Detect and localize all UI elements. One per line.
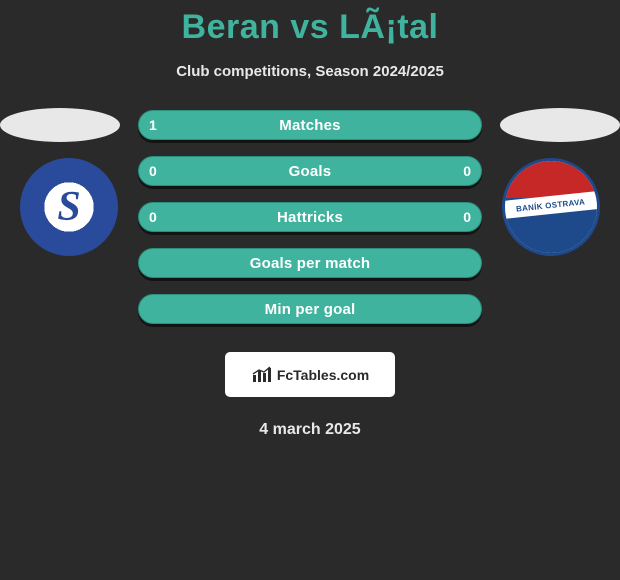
stat-left-value: 0 [149,163,157,179]
stat-label: Goals per match [250,255,371,272]
stat-left-value: 0 [149,209,157,225]
bar-chart-icon [251,366,273,384]
brand-text: FcTables.com [277,367,369,383]
stat-label: Min per goal [265,301,356,318]
slovacko-crest-icon: S [20,158,118,256]
banik-crest-icon: BANÍK OSTRAVA [502,158,600,256]
stat-bar-min-per-goal: Min per goal [138,294,482,324]
stat-label: Goals [289,163,332,180]
player-ellipse-right [500,108,620,142]
stat-bar-hattricks: 0 Hattricks 0 [138,202,482,232]
page-title: Beran vs LÃ¡tal [0,8,620,47]
stat-right-value: 0 [463,163,471,179]
stat-bars: 1 Matches 0 Goals 0 0 Hattricks 0 Goals … [138,110,482,340]
club-badge-right: BANÍK OSTRAVA [502,158,600,256]
slovacko-letter: S [57,183,80,231]
stat-bar-goals-per-match: Goals per match [138,248,482,278]
stat-right-value: 0 [463,209,471,225]
stat-left-value: 1 [149,117,157,133]
stat-label: Matches [279,117,340,134]
stat-bar-goals: 0 Goals 0 [138,156,482,186]
stat-bar-matches: 1 Matches [138,110,482,140]
stat-label: Hattricks [277,209,343,226]
club-badge-left: S [20,158,118,256]
comparison-stage: S BANÍK OSTRAVA 1 Matches 0 Goals 0 0 Ha… [0,110,620,350]
date-label: 4 march 2025 [0,421,620,439]
brand-box[interactable]: FcTables.com [225,352,395,397]
player-ellipse-left [0,108,120,142]
page-subtitle: Club competitions, Season 2024/2025 [0,63,620,80]
